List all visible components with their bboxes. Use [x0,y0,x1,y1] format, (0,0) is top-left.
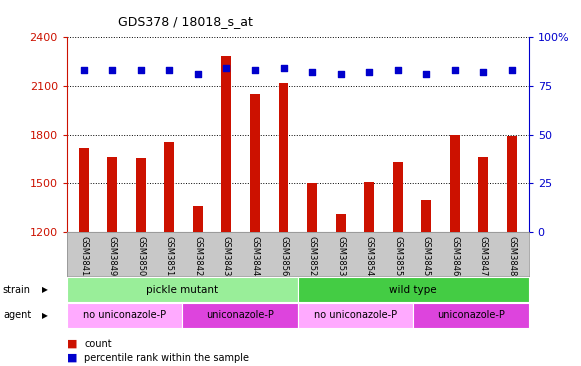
Bar [364,182,374,366]
Text: GSM3842: GSM3842 [193,236,202,276]
Text: GSM3848: GSM3848 [507,236,516,276]
Bar [298,303,413,328]
Point [450,67,459,73]
Text: GDS378 / 18018_s_at: GDS378 / 18018_s_at [119,15,253,28]
Text: GSM3852: GSM3852 [307,236,317,276]
Bar [250,94,260,366]
Point [137,67,146,73]
Point [165,67,174,73]
Text: pickle mutant: pickle mutant [146,284,218,295]
Text: ■: ■ [67,339,77,349]
Bar [413,303,529,328]
Text: GSM3854: GSM3854 [364,236,374,276]
Text: agent: agent [3,310,31,320]
Text: GSM3851: GSM3851 [165,236,174,276]
Bar [478,157,488,366]
Bar [193,206,203,366]
Text: percentile rank within the sample: percentile rank within the sample [84,353,249,363]
Point [393,67,402,73]
Text: GSM3841: GSM3841 [80,236,88,276]
Text: count: count [84,339,112,349]
Bar [182,303,297,328]
Text: no uniconazole-P: no uniconazole-P [83,310,166,320]
Bar [450,134,460,366]
Bar [421,200,431,366]
Text: GSM3846: GSM3846 [450,236,459,276]
Bar [107,157,117,366]
Bar [67,303,182,328]
Point [222,65,231,71]
Text: ▶: ▶ [42,311,48,320]
Bar [221,56,231,366]
Bar [507,136,517,366]
Text: GSM3843: GSM3843 [222,236,231,276]
Text: uniconazole-P: uniconazole-P [437,310,505,320]
Point [279,65,288,71]
Text: GSM3856: GSM3856 [279,236,288,276]
Bar [307,183,317,366]
Text: no uniconazole-P: no uniconazole-P [314,310,397,320]
Point [250,67,260,73]
Point [193,71,203,77]
Bar [336,214,346,366]
Bar [79,147,89,366]
Point [108,67,117,73]
Bar [393,162,403,366]
Text: GSM3849: GSM3849 [108,236,117,276]
Bar [164,142,174,366]
Text: strain: strain [3,284,31,295]
Point [421,71,431,77]
Text: ▶: ▶ [42,285,48,294]
Point [507,67,517,73]
Bar [67,277,298,302]
Point [336,71,345,77]
Bar [298,277,529,302]
Point [307,69,317,75]
Text: wild type: wild type [389,284,437,295]
Point [79,67,88,73]
Text: GSM3844: GSM3844 [250,236,260,276]
Text: GSM3855: GSM3855 [393,236,402,276]
Point [364,69,374,75]
Bar [136,158,146,366]
Text: GSM3845: GSM3845 [422,236,431,276]
Text: GSM3847: GSM3847 [479,236,487,276]
Point [478,69,487,75]
Text: ■: ■ [67,353,77,363]
Text: GSM3850: GSM3850 [137,236,145,276]
Text: GSM3853: GSM3853 [336,236,345,276]
Bar [278,83,289,366]
Text: uniconazole-P: uniconazole-P [206,310,274,320]
